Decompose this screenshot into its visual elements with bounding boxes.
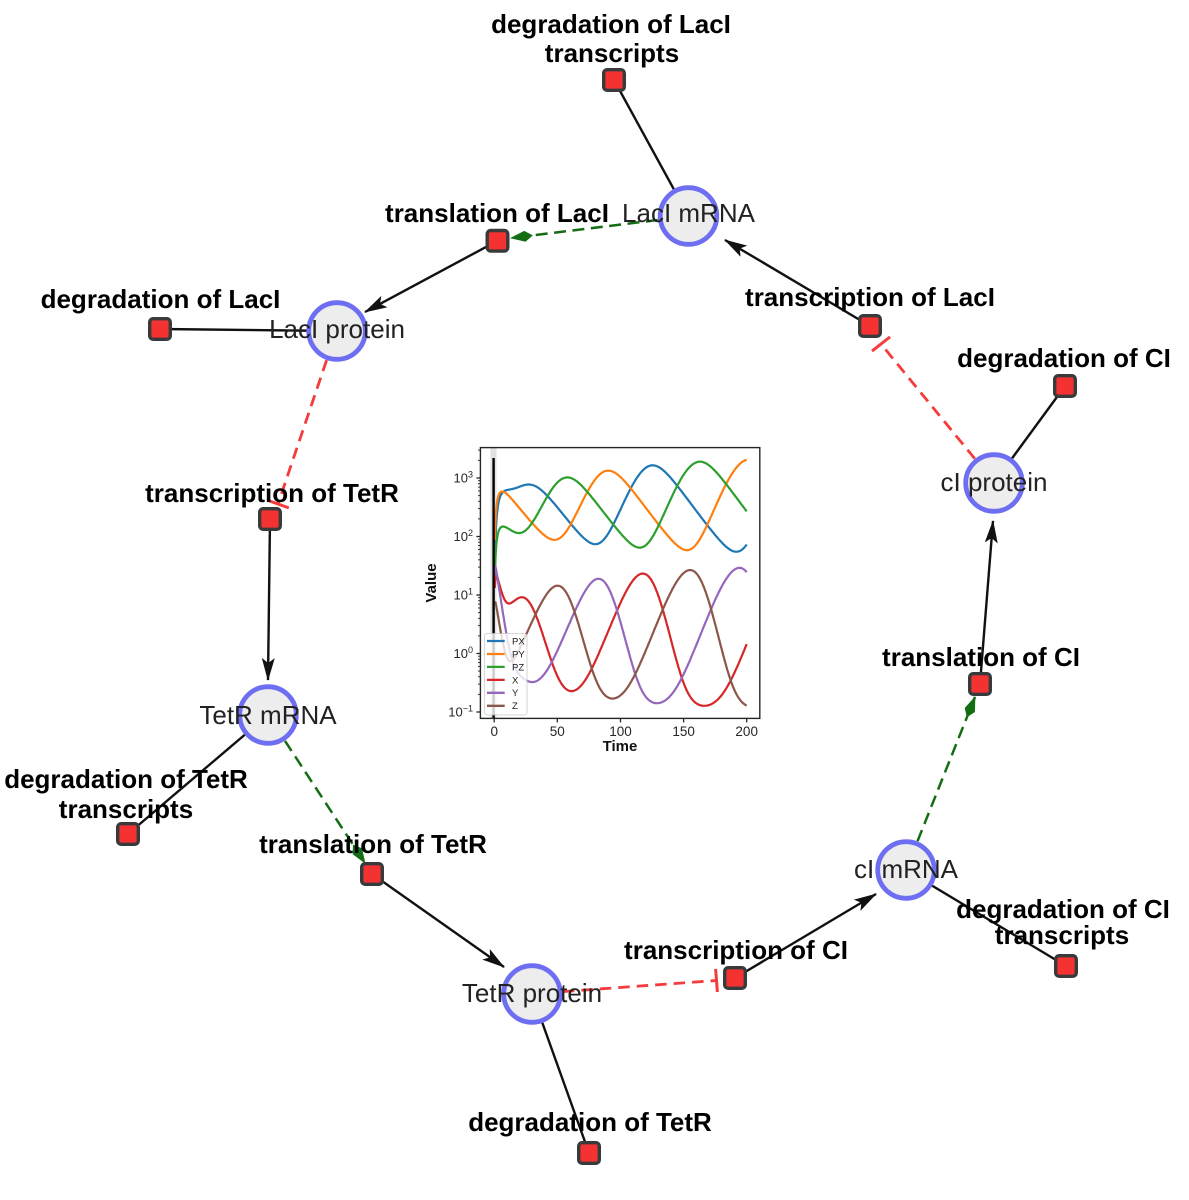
svg-text:LacI mRNA: LacI mRNA <box>622 198 756 228</box>
svg-text:transcription of CI: transcription of CI <box>624 935 848 965</box>
svg-text:100: 100 <box>609 724 632 739</box>
svg-text:101: 101 <box>454 587 473 603</box>
svg-text:transcripts: transcripts <box>59 794 193 824</box>
svg-text:TetR mRNA: TetR mRNA <box>199 700 337 730</box>
svg-text:degradation of CI: degradation of CI <box>957 343 1171 373</box>
svg-text:degradation of LacI: degradation of LacI <box>491 9 731 39</box>
svg-text:cI mRNA: cI mRNA <box>854 854 959 884</box>
svg-text:103: 103 <box>454 470 473 486</box>
svg-text:translation of TetR: translation of TetR <box>259 829 487 859</box>
svg-text:transcription of LacI: transcription of LacI <box>745 282 995 312</box>
svg-text:PY: PY <box>512 649 525 660</box>
svg-text:translation of CI: translation of CI <box>882 642 1080 672</box>
svg-text:Value: Value <box>423 563 440 602</box>
svg-text:10−1: 10−1 <box>448 704 473 720</box>
svg-text:100: 100 <box>454 645 473 661</box>
svg-text:102: 102 <box>454 528 473 544</box>
svg-text:PX: PX <box>512 636 525 647</box>
svg-text:150: 150 <box>672 724 695 739</box>
svg-text:transcription of TetR: transcription of TetR <box>145 478 399 508</box>
svg-text:50: 50 <box>550 724 565 739</box>
svg-text:PZ: PZ <box>512 662 524 673</box>
svg-text:Time: Time <box>603 738 638 755</box>
svg-text:degradation of TetR: degradation of TetR <box>468 1107 712 1137</box>
svg-text:200: 200 <box>735 724 758 739</box>
svg-text:0: 0 <box>490 724 498 739</box>
svg-text:transcripts: transcripts <box>545 38 679 68</box>
svg-text:translation of LacI: translation of LacI <box>385 198 609 228</box>
svg-text:degradation of TetR: degradation of TetR <box>4 764 248 794</box>
svg-text:X: X <box>512 675 519 686</box>
svg-text:cI protein: cI protein <box>941 467 1048 497</box>
svg-text:transcripts: transcripts <box>995 920 1129 950</box>
svg-text:Y: Y <box>512 688 519 699</box>
svg-text:Z: Z <box>512 701 518 712</box>
svg-text:degradation of CI: degradation of CI <box>956 894 1170 924</box>
svg-text:LacI protein: LacI protein <box>269 314 405 344</box>
svg-text:TetR protein: TetR protein <box>462 978 602 1008</box>
svg-text:degradation of LacI: degradation of LacI <box>41 284 281 314</box>
